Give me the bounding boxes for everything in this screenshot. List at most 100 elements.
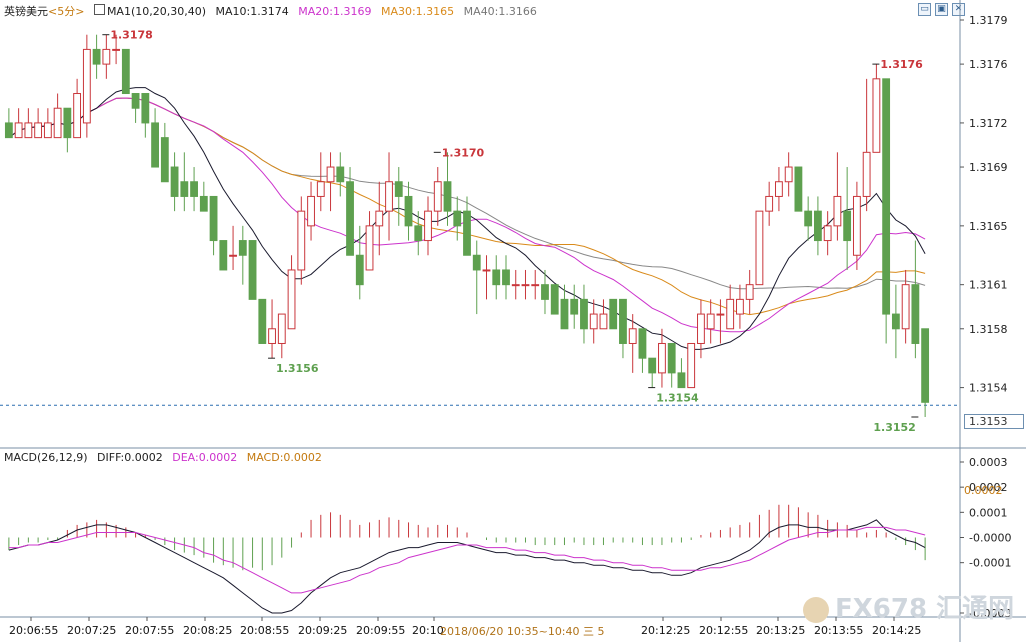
candle-body (891, 313, 900, 330)
candle-body (73, 93, 82, 139)
candle-body (580, 298, 588, 330)
candle-body (385, 181, 393, 212)
candle-body (697, 313, 705, 344)
candle-body (199, 195, 208, 212)
candle-body (180, 181, 189, 197)
symbol-label[interactable]: 英镑美元 (4, 5, 48, 18)
restore-button[interactable]: ▭ (918, 3, 931, 16)
candle-body (316, 181, 325, 197)
maximize-button[interactable]: ▣ (935, 3, 948, 16)
time-tick-label: 20:14:25 (872, 624, 921, 637)
macd-dea-line (8, 526, 926, 594)
price-header: 英镑美元<5分> MA1(10,20,30,40) MA10:1.3174 MA… (4, 3, 543, 19)
candle-body (63, 107, 72, 139)
candle-body (248, 240, 257, 300)
candle-body (92, 48, 101, 65)
candle-body (784, 166, 793, 183)
candle-body (346, 181, 354, 256)
candle-body (882, 78, 891, 315)
candle-body (190, 181, 198, 197)
annotation-label: 1.3176 (880, 58, 923, 71)
candle-body (745, 284, 754, 300)
candle-body (355, 254, 364, 286)
time-tick-label: 20:13:25 (756, 624, 805, 637)
watermark-icon (803, 596, 829, 623)
price-tick-label: 1.3158 (969, 323, 1008, 336)
watermark-logo: FX678 汇通网 (803, 588, 1014, 625)
candle-body (658, 342, 666, 374)
price-tick-label: 1.3161 (969, 279, 1008, 292)
candle-body (443, 181, 452, 212)
annotation-label: 1.3178 (110, 29, 152, 42)
price-tick-label: 1.3169 (969, 161, 1008, 174)
period-label[interactable]: <5分> (48, 5, 85, 18)
time-tick-label: 20:08:55 (240, 624, 289, 637)
candle-body (531, 284, 540, 287)
candle-body (716, 313, 725, 316)
candle-body (433, 181, 442, 212)
macd-tick-label: -0.0000 (969, 532, 1011, 545)
macd-current-value: 0.0002 (964, 484, 1003, 497)
candle-body (687, 342, 696, 389)
candle-body (638, 328, 647, 359)
ma30-value: MA30:1.3165 (380, 5, 455, 18)
candle-body (394, 181, 403, 197)
candle-body (775, 181, 783, 197)
candle-body (560, 298, 569, 330)
candle-body (34, 122, 43, 139)
macd-params-label[interactable]: MACD(26,12,9) (4, 451, 88, 464)
status-date: 2018/06/20 10:35~10:40 三 5 (440, 625, 605, 638)
time-tick-label: 20:12:25 (641, 624, 690, 637)
time-tick-label: 20:10 (412, 624, 444, 637)
candle-body (677, 372, 686, 389)
ma10-value: MA10:1.3174 (215, 5, 289, 18)
candle-body (813, 210, 822, 242)
candle-body (219, 240, 228, 271)
candle-body (852, 195, 861, 256)
ma-params-label[interactable]: MA1(10,20,30,40) (106, 5, 207, 18)
candle-body (326, 166, 335, 183)
candle-body (823, 225, 832, 242)
annotation-label: 1.3170 (442, 146, 485, 159)
candle-body (755, 210, 764, 286)
macd-tick-label: 0.0002 (969, 481, 1008, 494)
time-tick-label: 20:08:25 (183, 624, 232, 637)
candle-body (453, 210, 462, 227)
candle-body (287, 269, 296, 330)
candle-body (901, 284, 910, 330)
candle-body (268, 328, 276, 344)
candle-body (911, 284, 920, 344)
candle-body (765, 195, 774, 212)
price-tick-label: 1.3172 (969, 117, 1008, 130)
candle-body (726, 298, 735, 330)
candle-body (141, 93, 150, 124)
candle-body (14, 122, 23, 139)
macd-diff-value: DIFF:0.0002 (97, 451, 163, 464)
candle-body (112, 48, 121, 51)
candle-body (628, 328, 637, 344)
candle-body (375, 210, 384, 227)
annotation-label: 1.3152 (873, 421, 915, 434)
candle-body (160, 137, 169, 183)
candle-body (521, 284, 530, 287)
candle-body (862, 151, 871, 197)
time-tick-label: 20:12:55 (699, 624, 748, 637)
candle-body (463, 210, 471, 256)
candle-body (550, 284, 559, 315)
candle-body (170, 166, 179, 197)
candle-body (258, 298, 267, 344)
price-tick-label: 1.3154 (969, 382, 1008, 395)
candle-body (82, 48, 91, 124)
candle-body (921, 328, 930, 403)
candle-body (336, 166, 345, 183)
macd-dea-value: DEA:0.0002 (172, 451, 238, 464)
candle-body (209, 195, 218, 242)
candle-body (492, 269, 501, 286)
close-button[interactable]: ✕ (952, 3, 965, 16)
ma-toggle-icon[interactable] (93, 4, 105, 15)
candle-body (53, 107, 62, 139)
watermark-text: FX678 汇通网 (835, 594, 1015, 624)
price-tick-label: 1.3179 (969, 14, 1008, 27)
